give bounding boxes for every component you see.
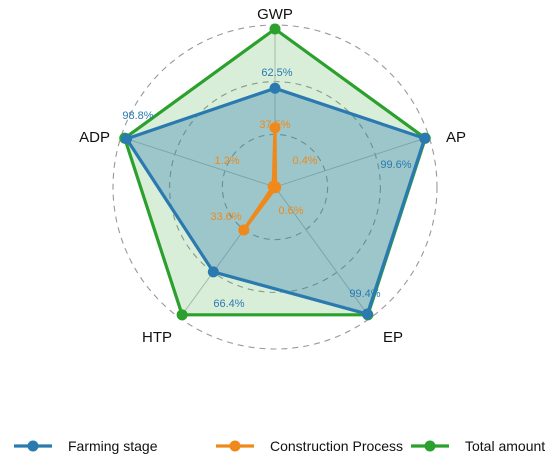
legend-marker-farming-stage: [27, 440, 39, 452]
point-total-amount-gwp: [269, 23, 281, 35]
axis-label-ap: AP: [446, 129, 466, 146]
pct-label-construction-htp: 33.6%: [210, 211, 241, 223]
pct-label-farming-ep: 99.4%: [349, 288, 380, 300]
pct-label-farming-adp: 98.8%: [122, 110, 153, 122]
point-construction-process-htp: [238, 224, 250, 236]
axis-labels: GWP AP EP HTP ADP: [79, 6, 466, 346]
axis-label-adp: ADP: [79, 129, 110, 146]
legend-label-construction-process: Construction Process: [270, 438, 403, 454]
pct-label-construction-gwp: 37.5%: [259, 119, 290, 131]
point-farming-stage-adp: [121, 133, 133, 145]
pct-label-construction-ep: 0.6%: [278, 205, 303, 217]
point-construction-process-adp: [267, 180, 279, 192]
point-construction-process-gwp: [269, 122, 281, 134]
axis-label-ep: EP: [383, 329, 403, 346]
series-construction-process-area: [242, 126, 278, 232]
spoke-ep: [274, 186, 369, 316]
legend-label-farming-stage: Farming stage: [68, 438, 158, 454]
axis-label-gwp: GWP: [257, 6, 293, 23]
radar-grid: [112, 24, 438, 350]
legend-marker-total-amount: [424, 440, 436, 452]
legend-marker-construction-process: [229, 440, 241, 452]
pct-label-farming-ap: 99.6%: [380, 159, 411, 171]
point-total-amount-htp: [176, 309, 188, 321]
series-farming-stage-area: [124, 86, 427, 316]
legend-label-total-amount: Total amount: [465, 438, 545, 454]
point-farming-stage-ep: [361, 308, 373, 320]
spoke-ap: [274, 137, 426, 188]
point-farming-stage-ap: [419, 132, 431, 144]
percent-labels: 62.5% 99.6% 99.4% 66.4% 98.8% 37.5% 0.4% 0.6% 33…: [122, 67, 411, 310]
legend: Farming stage Construction Process Total a…: [14, 438, 545, 454]
radar-points: [119, 23, 431, 321]
pct-label-farming-htp: 66.4%: [213, 298, 244, 310]
pct-label-farming-gwp: 62.5%: [261, 67, 292, 79]
pct-label-construction-adp: 1.2%: [214, 155, 239, 167]
point-farming-stage-htp: [207, 266, 219, 278]
axis-label-htp: HTP: [142, 329, 172, 346]
pct-label-construction-ap: 0.4%: [292, 155, 317, 167]
point-farming-stage-gwp: [269, 82, 281, 94]
radar-series: [123, 27, 427, 317]
spoke-adp: [124, 137, 276, 188]
